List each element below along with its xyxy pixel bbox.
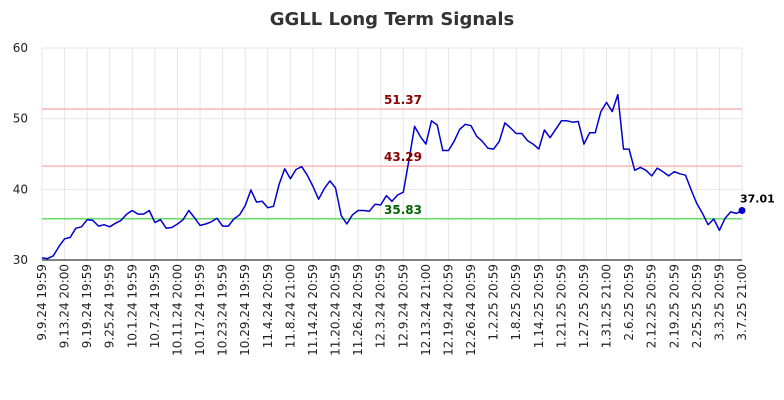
x-tick-label: 12.3.24 20:59 [374,264,388,348]
x-tick-label: 10.1.24 19:59 [125,264,139,348]
x-tick-label: 1.27.25 20:59 [577,264,591,348]
x-tick-label: 1.14.25 20:59 [532,264,546,348]
x-tick-label: 2.25.25 20:59 [690,264,704,348]
x-tick-label: 9.19.24 19:59 [80,264,94,348]
x-tick-label: 11.4.24 20:59 [261,264,275,348]
y-tick-label: 30 [13,253,28,267]
x-tick-label: 9.25.24 19:59 [103,264,117,348]
x-tick-label: 10.11.24 20:00 [170,264,184,356]
last-value-label: 37.01 [740,192,775,205]
x-tick-label: 10.23.24 19:59 [216,264,230,356]
x-tick-label: 3.3.25 20:59 [712,264,726,341]
x-tick-label: 11.8.24 21:00 [283,264,297,348]
x-tick-label: 1.21.25 20:59 [554,264,568,348]
y-tick-label: 60 [13,41,28,55]
last-point-marker [738,206,746,214]
x-tick-label: 9.9.24 19:59 [35,264,49,341]
x-tick-label: 1.31.25 21:00 [600,264,614,348]
series-line [41,93,743,260]
reference-line-label: 43.29 [384,150,422,164]
chart-title: GGLL Long Term Signals [270,9,514,30]
x-tick-label: 1.2.25 20:59 [487,264,501,341]
grid [41,47,743,261]
x-tick-label: 10.29.24 19:59 [238,264,252,356]
y-tick-label: 50 [13,112,28,126]
x-tick-label: 1.8.25 20:59 [509,264,523,341]
x-tick-label: 12.13.24 21:00 [419,264,433,356]
x-tick-label: 12.19.24 20:59 [441,264,455,356]
x-tick-label: 12.9.24 20:59 [396,264,410,348]
reference-labels: 51.37 43.29 35.83 [384,93,422,217]
reference-line-label: 35.83 [384,203,422,217]
reference-lines [42,108,742,220]
x-tick-label: 2.6.25 20:59 [622,264,636,341]
x-tick-label: 10.17.24 19:59 [193,264,207,356]
x-tick-label: 11.26.24 20:59 [351,264,365,356]
y-tick-label: 40 [13,182,28,196]
x-tick-label: 11.20.24 20:59 [329,264,343,356]
x-tick-label: 3.7.25 21:00 [735,264,749,341]
x-tick-label: 2.19.25 20:59 [667,264,681,348]
reference-line-label: 51.37 [384,93,422,107]
y-axis: 30 40 50 60 [13,41,28,267]
x-tick-label: 11.14.24 20:59 [306,264,320,356]
x-axis: 9.9.24 19:59 9.13.24 20:00 9.19.24 19:59 9.… [35,259,749,356]
x-tick-label: 10.7.24 19:59 [148,264,162,348]
x-tick-label: 9.13.24 20:00 [58,264,72,348]
x-tick-label: 12.26.24 20:59 [464,264,478,356]
series-layer: 37.01 [41,93,775,260]
x-tick-label: 2.12.25 20:59 [645,264,659,348]
